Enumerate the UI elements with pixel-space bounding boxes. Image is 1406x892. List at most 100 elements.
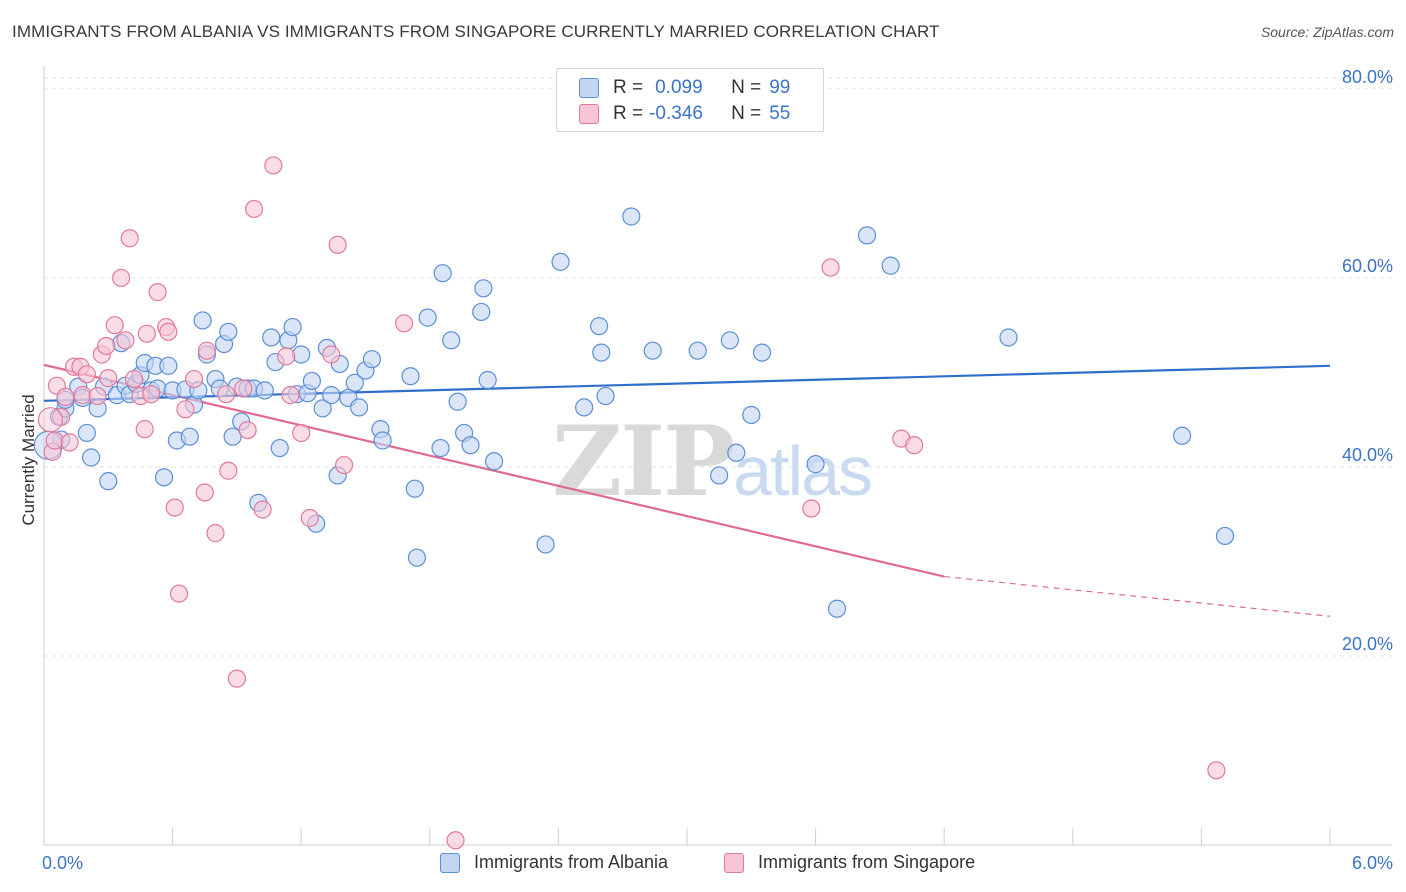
singapore-point [57, 389, 74, 406]
singapore-point [336, 457, 353, 474]
albania-point [271, 440, 288, 457]
albania-point [644, 342, 661, 359]
albania-point [473, 303, 490, 320]
albania-point [754, 344, 771, 361]
singapore-point [149, 284, 166, 301]
legend-r-value: -0.346 [649, 103, 731, 125]
singapore-point [254, 501, 271, 518]
singapore-point [106, 317, 123, 334]
singapore-point [220, 462, 237, 479]
legend-n-value: 55 [769, 103, 790, 125]
singapore-point [235, 380, 252, 397]
y-axis-label: Currently Married [19, 394, 38, 525]
albania-point [859, 227, 876, 244]
singapore-point [822, 259, 839, 276]
legend-item-singapore[interactable]: Immigrants from Singapore [724, 852, 975, 873]
albania-point [100, 473, 117, 490]
albania-point [78, 424, 95, 441]
singapore-point [228, 670, 245, 687]
singapore-point [329, 236, 346, 253]
singapore-point [113, 269, 130, 286]
albania-point [220, 323, 237, 340]
singapore-point [196, 484, 213, 501]
singapore-point [117, 332, 134, 349]
legend-swatch-albania [440, 853, 460, 873]
albania-point [156, 469, 173, 486]
albania-point [537, 536, 554, 553]
legend-r-label: R = [613, 77, 643, 99]
albania-point [591, 318, 608, 335]
albania-point [419, 309, 436, 326]
singapore-point [198, 342, 215, 359]
legend-swatch-albania [579, 78, 599, 98]
albania-point [807, 456, 824, 473]
axes [44, 66, 1392, 845]
singapore-point [186, 371, 203, 388]
singapore-point [278, 348, 295, 365]
albania-point [593, 344, 610, 361]
albania-point [284, 319, 301, 336]
singapore-point [803, 500, 820, 517]
albania-point [623, 208, 640, 225]
legend-n-label: N = [731, 77, 761, 99]
stats-legend: R = 0.099 N = 99 R = -0.346 N = 55 [556, 68, 824, 132]
legend-n-label: N = [731, 103, 761, 125]
legend-row-albania: R = 0.099 N = 99 [557, 74, 790, 102]
singapore-point [218, 386, 235, 403]
albania-point [432, 440, 449, 457]
singapore-point [38, 408, 62, 432]
singapore-point [78, 366, 95, 383]
albania-point [181, 428, 198, 445]
albania-point [443, 332, 460, 349]
legend-swatch-singapore [579, 104, 599, 124]
albania-point [597, 388, 614, 405]
singapore-point [239, 422, 256, 439]
albania-point [374, 432, 391, 449]
albania-point [552, 253, 569, 270]
albania-point [160, 357, 177, 374]
singapore-point [323, 346, 340, 363]
singapore-point [265, 157, 282, 174]
legend-label-albania: Immigrants from Albania [474, 852, 668, 873]
gridlines [44, 78, 1392, 656]
albania-point [303, 372, 320, 389]
albania-point [743, 406, 760, 423]
legend-label-singapore: Immigrants from Singapore [758, 852, 975, 873]
albania-point [449, 393, 466, 410]
trend-lines [44, 365, 1330, 616]
singapore-point [1208, 762, 1225, 779]
albania-point [1174, 427, 1191, 444]
albania-point [479, 372, 496, 389]
series-legend: Immigrants from Albania Immigrants from … [0, 852, 1406, 878]
albania-point [475, 280, 492, 297]
legend-r-label: R = [613, 103, 643, 125]
singapore-point [138, 325, 155, 342]
singapore-point [46, 432, 63, 449]
singapore-point [166, 499, 183, 516]
legend-item-albania[interactable]: Immigrants from Albania [440, 852, 668, 873]
singapore-point [301, 509, 318, 526]
albania-point [728, 444, 745, 461]
series-albania-points [34, 208, 1233, 617]
albania-point [829, 600, 846, 617]
singapore-point [447, 832, 464, 849]
singapore-point [74, 387, 91, 404]
legend-n-value: 99 [769, 77, 790, 99]
singapore-point [282, 387, 299, 404]
singapore-point [293, 424, 310, 441]
y-tick-label: 20.0% [1342, 634, 1393, 654]
scatter-plot: 20.0%40.0%60.0%80.0%0.0% 6.0% Currently M… [0, 0, 1406, 892]
singapore-point [121, 230, 138, 247]
albania-point [1216, 527, 1233, 544]
y-tick-label: 60.0% [1342, 256, 1393, 276]
albania-point [263, 329, 280, 346]
legend-row-singapore: R = -0.346 N = 55 [557, 100, 790, 128]
singapore-point [246, 200, 263, 217]
albania-point [576, 399, 593, 416]
albania-point [721, 332, 738, 349]
singapore-point [143, 386, 160, 403]
singapore-point [89, 388, 106, 405]
singapore-point [207, 525, 224, 542]
singapore-point [100, 370, 117, 387]
albania-point [293, 346, 310, 363]
